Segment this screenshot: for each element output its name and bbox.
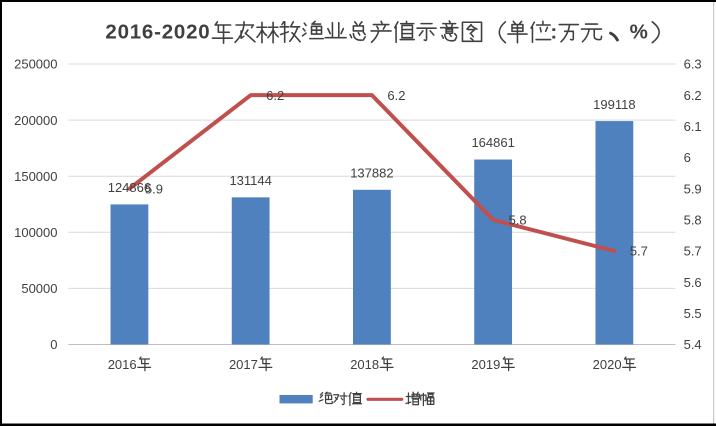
svg-text:5.6: 5.6 [684,275,702,290]
svg-text:200000: 200000 [14,113,57,128]
svg-text:131144: 131144 [229,173,271,188]
svg-text:2017: 2017 [229,357,258,372]
svg-text:5.9: 5.9 [684,181,702,196]
svg-text:100000: 100000 [14,225,57,240]
svg-text:5.7: 5.7 [684,244,702,259]
svg-text:6.2: 6.2 [684,88,702,103]
svg-text:0: 0 [50,337,57,352]
svg-text:5.5: 5.5 [684,306,702,321]
svg-text:164861: 164861 [471,135,514,150]
svg-text:2019: 2019 [471,357,500,372]
svg-text:5.8: 5.8 [509,213,527,228]
svg-text:6.2: 6.2 [387,88,405,103]
svg-text:2016: 2016 [108,357,137,372]
svg-text:2020: 2020 [593,357,622,372]
svg-text:250000: 250000 [14,57,57,72]
svg-text:199118: 199118 [593,97,635,112]
svg-text::: : [550,21,557,44]
svg-text:150000: 150000 [14,169,57,184]
svg-text:5.8: 5.8 [684,213,702,228]
svg-text:2018: 2018 [350,357,379,372]
svg-text:5.9: 5.9 [145,181,163,196]
svg-text:5.4: 5.4 [684,337,702,352]
svg-text:137882: 137882 [350,166,393,181]
svg-text:6: 6 [684,150,691,165]
svg-text:50000: 50000 [21,281,57,296]
svg-text:124866: 124866 [108,180,151,195]
svg-text:6.3: 6.3 [684,57,702,72]
svg-text:6.2: 6.2 [266,88,284,103]
svg-text:2016-2020: 2016-2020 [105,21,210,44]
svg-text:%: % [630,21,648,44]
svg-text:6.1: 6.1 [684,119,702,134]
svg-text:5.7: 5.7 [630,244,648,259]
